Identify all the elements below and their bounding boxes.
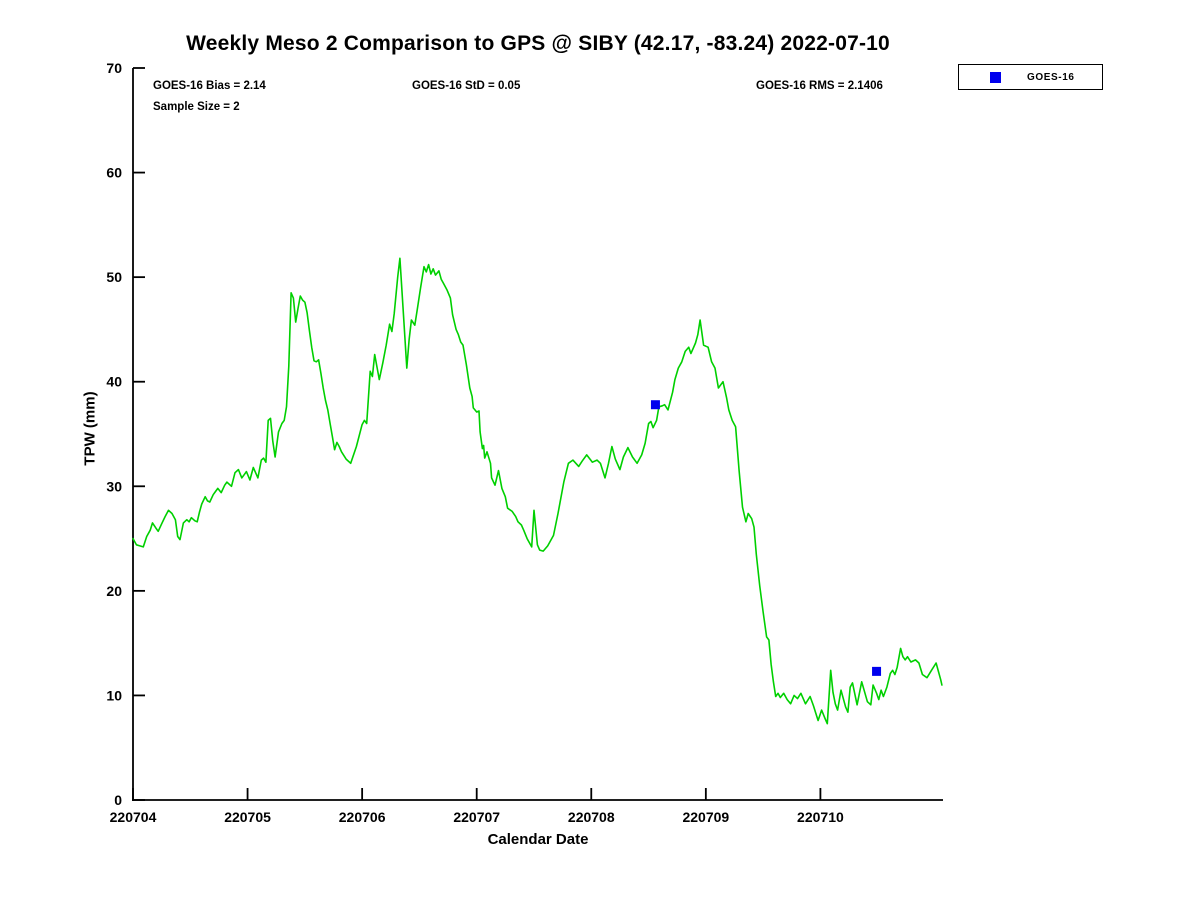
legend-goes16-square-marker-icon: [990, 71, 1001, 83]
x-tick-label: 220707: [453, 809, 500, 825]
stat-rms: GOES-16 RMS = 2.1406: [756, 80, 883, 92]
legend: GOES-16: [958, 64, 1103, 90]
gps-tpw-line: [132, 257, 943, 725]
y-tick-label: 20: [106, 583, 122, 599]
chart-title: Weekly Meso 2 Comparison to GPS @ SIBY (…: [186, 32, 890, 55]
x-tick-label: 220708: [568, 809, 615, 825]
y-tick-label: 70: [106, 60, 122, 76]
stat-std: GOES-16 StD = 0.05: [412, 80, 521, 92]
y-tick-label: 0: [114, 792, 122, 808]
x-tick-label: 220706: [339, 809, 386, 825]
stat-bias: GOES-16 Bias = 2.14: [153, 80, 266, 92]
x-tick-label: 220705: [224, 809, 271, 825]
y-tick-label: 60: [106, 165, 122, 181]
x-tick-label: 220704: [110, 809, 157, 825]
y-tick-label: 50: [106, 269, 122, 285]
y-tick-label: 10: [106, 687, 122, 703]
y-tick-label: 40: [106, 374, 122, 390]
y-tick-label: 30: [106, 478, 122, 494]
goes16-data-marker: [872, 666, 882, 676]
x-axis-label: Calendar Date: [487, 831, 589, 848]
goes16-data-marker: [650, 400, 660, 410]
stat-sample-size: Sample Size = 2: [153, 101, 240, 113]
x-tick-label: 220710: [797, 809, 844, 825]
x-tick-label: 220709: [682, 809, 729, 825]
legend-goes16-label: GOES-16: [1027, 71, 1075, 83]
y-axis-label: TPW (mm): [81, 391, 99, 466]
